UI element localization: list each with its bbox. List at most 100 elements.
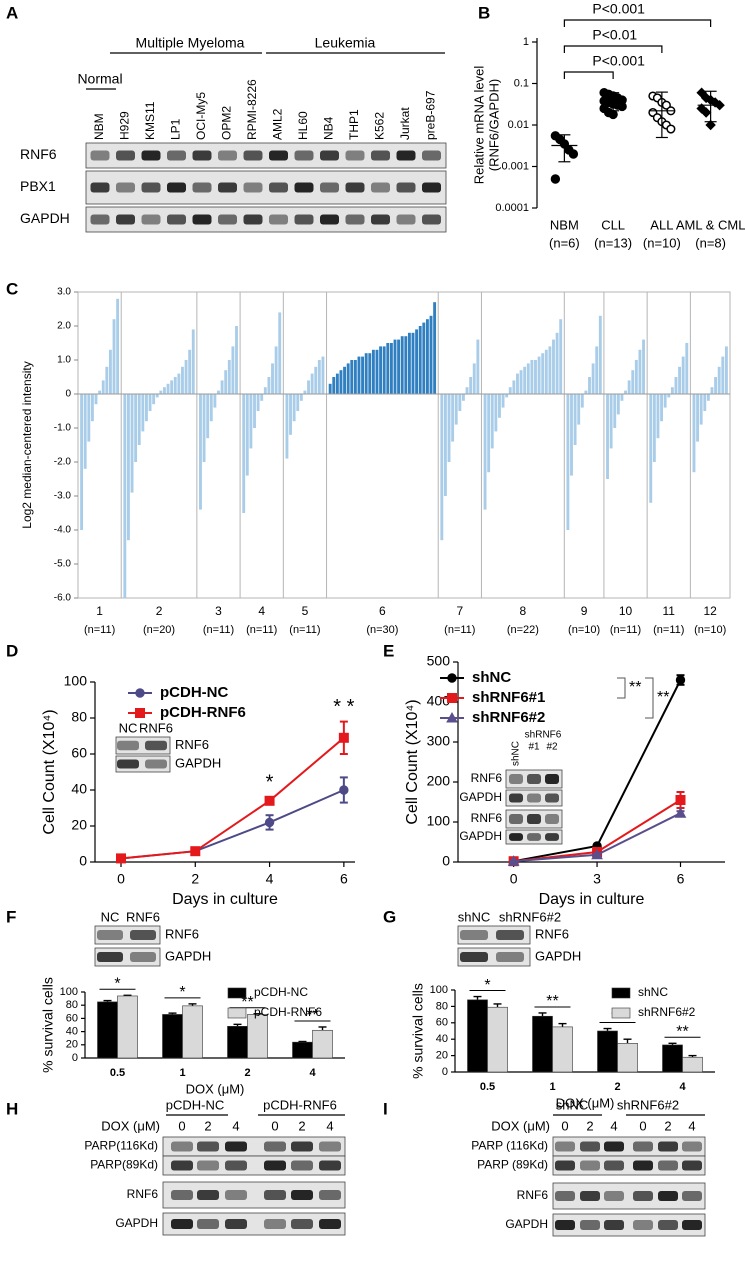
y-tick-label: 60	[436, 1017, 448, 1029]
bar	[532, 1015, 553, 1073]
bar	[202, 394, 206, 462]
lane-label: 2	[298, 1118, 305, 1133]
lane-label: RPMI-8226	[245, 79, 259, 140]
blot-band	[116, 182, 135, 193]
bar	[573, 394, 577, 445]
blot-band	[141, 182, 161, 193]
bar	[90, 394, 94, 422]
bar	[343, 366, 347, 394]
blot-band	[130, 952, 156, 962]
blot-band	[509, 793, 523, 803]
bar	[490, 394, 494, 449]
lane-label: shNC	[458, 909, 491, 924]
blot-band	[291, 1219, 313, 1229]
bar	[247, 1014, 268, 1059]
bar	[663, 394, 667, 408]
group-label: Multiple Myeloma	[136, 35, 245, 51]
blot-band	[633, 1220, 653, 1230]
y-axis-label: Log2 median-centered intensity	[20, 361, 34, 528]
y-tick-label: 100	[64, 673, 88, 689]
lane-label: 0	[178, 1118, 185, 1133]
marker	[591, 848, 603, 860]
y-tick-label: 0	[65, 389, 71, 400]
lane-label: K562	[373, 112, 387, 140]
bar	[393, 339, 397, 394]
bar	[588, 377, 591, 394]
marker	[507, 855, 520, 866]
bar	[335, 373, 339, 394]
blot-band	[496, 930, 524, 940]
bar	[126, 394, 130, 541]
bar	[512, 380, 516, 394]
bar	[231, 346, 235, 394]
y-tick-label: 20	[436, 1050, 448, 1062]
bar	[616, 394, 620, 415]
row-label: GAPDH	[459, 829, 502, 843]
y-tick-label: 1.0	[57, 355, 71, 366]
lane-label: H929	[118, 111, 132, 140]
bar	[227, 1026, 248, 1059]
bar	[357, 356, 361, 394]
panel-label: A	[6, 3, 18, 22]
bar	[382, 346, 386, 394]
lane-label: NB4	[322, 116, 336, 140]
bar	[534, 360, 537, 394]
marker	[568, 149, 579, 159]
legend-label: shNC	[638, 985, 668, 999]
bar	[418, 326, 422, 394]
group-label: shNC	[556, 1097, 589, 1112]
significance-label: **	[676, 1024, 688, 1041]
group-label: 12	[704, 604, 718, 618]
blot-band	[580, 1220, 600, 1230]
y-axis-label: Relative mRNA level	[471, 66, 486, 185]
y-tick-label: -3.0	[54, 491, 72, 502]
y-tick-label: 40	[71, 781, 87, 797]
bar	[580, 394, 584, 408]
bar	[141, 394, 145, 432]
y-tick-label: 0	[442, 853, 450, 869]
blot-band	[117, 740, 139, 751]
bar	[285, 394, 289, 459]
bar	[386, 343, 390, 394]
group-label: shRNF6#2	[617, 1097, 679, 1112]
x-tick-label: 2	[244, 1067, 250, 1079]
bar	[552, 1026, 573, 1073]
y-tick-label: 100	[60, 986, 78, 998]
lane-label: LP1	[169, 118, 183, 140]
legend-marker	[135, 688, 145, 698]
blot-band	[555, 1160, 575, 1171]
blot-band	[97, 952, 123, 962]
blot-band	[319, 1160, 341, 1171]
bar	[638, 349, 642, 394]
x-tick-label: 2	[614, 1081, 620, 1093]
group-count: (n=11)	[610, 624, 641, 636]
bar	[173, 377, 177, 394]
row-label: GAPDH	[20, 210, 70, 226]
bar	[83, 394, 87, 469]
y-tick-label: 200	[427, 773, 451, 789]
bar	[670, 387, 674, 394]
blot-band	[291, 1160, 313, 1171]
group-count: (n=10)	[568, 624, 600, 636]
x-tick-label: 0	[117, 871, 125, 887]
y-tick-label: 500	[427, 653, 451, 669]
y-tick-label: -2.0	[54, 457, 72, 468]
group-label: 10	[619, 604, 633, 618]
x-tick-label: 0	[510, 871, 518, 887]
y-tick-label: 300	[427, 733, 451, 749]
lane-label: 2	[204, 1118, 211, 1133]
x-tick-label: 4	[266, 871, 274, 887]
bar	[570, 394, 573, 476]
blot-band	[225, 1190, 247, 1200]
bar	[494, 394, 498, 432]
x-tick-label: 4	[679, 1081, 686, 1093]
bar	[717, 366, 721, 394]
marker	[666, 124, 676, 134]
x-axis-label: DOX (μM)	[186, 1081, 245, 1096]
legend-swatch	[611, 987, 631, 999]
bar	[526, 363, 530, 394]
bar	[443, 394, 447, 496]
bar	[682, 1056, 703, 1073]
bar	[429, 315, 433, 394]
